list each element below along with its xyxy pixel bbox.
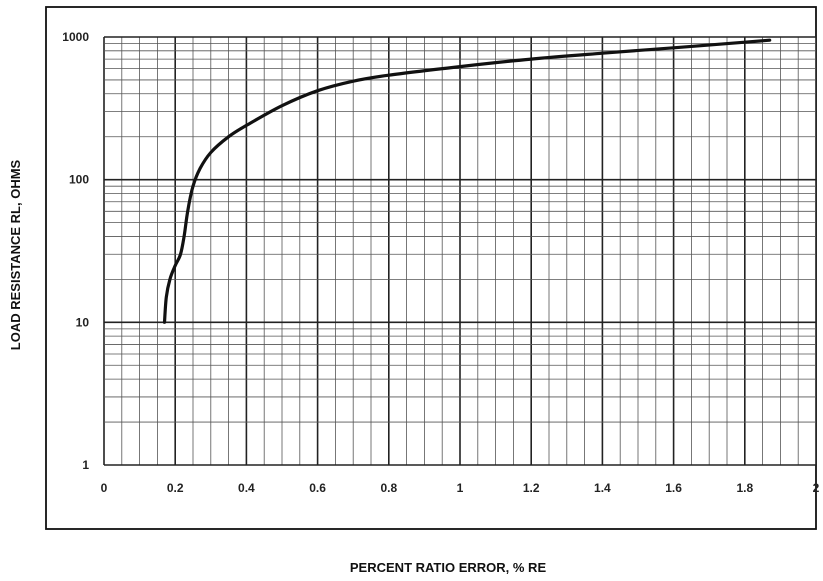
grid xyxy=(103,36,817,466)
y-tick-label: 1 xyxy=(82,458,89,472)
series-layer xyxy=(162,38,772,324)
series-line xyxy=(162,38,772,324)
x-tick-label: 1.2 xyxy=(523,481,540,495)
x-axis-title: PERCENT RATIO ERROR, % RE xyxy=(350,560,547,575)
x-tick-label: 0 xyxy=(101,481,108,495)
x-tick-label: 1.4 xyxy=(594,481,611,495)
x-tick-labels: 0 0.2 0.4 0.6 0.8 1 1.2 1.4 1.6 1.8 2 xyxy=(101,481,820,495)
y-tick-label: 1000 xyxy=(62,30,89,44)
y-axis-title: LOAD RESISTANCE RL, OHMS xyxy=(8,159,23,350)
x-tick-label: 1.8 xyxy=(736,481,753,495)
x-tick-label: 0.2 xyxy=(167,481,184,495)
x-tick-label: 0.6 xyxy=(309,481,326,495)
x-tick-label: 0.8 xyxy=(380,481,397,495)
x-tick-label: 2 xyxy=(813,481,820,495)
y-tick-label: 100 xyxy=(69,173,89,187)
x-tick-label: 1 xyxy=(457,481,464,495)
x-tick-label: 1.6 xyxy=(665,481,682,495)
y-tick-labels: 1 10 100 1000 xyxy=(62,30,89,472)
y-tick-label: 10 xyxy=(76,315,90,329)
x-tick-label: 0.4 xyxy=(238,481,255,495)
